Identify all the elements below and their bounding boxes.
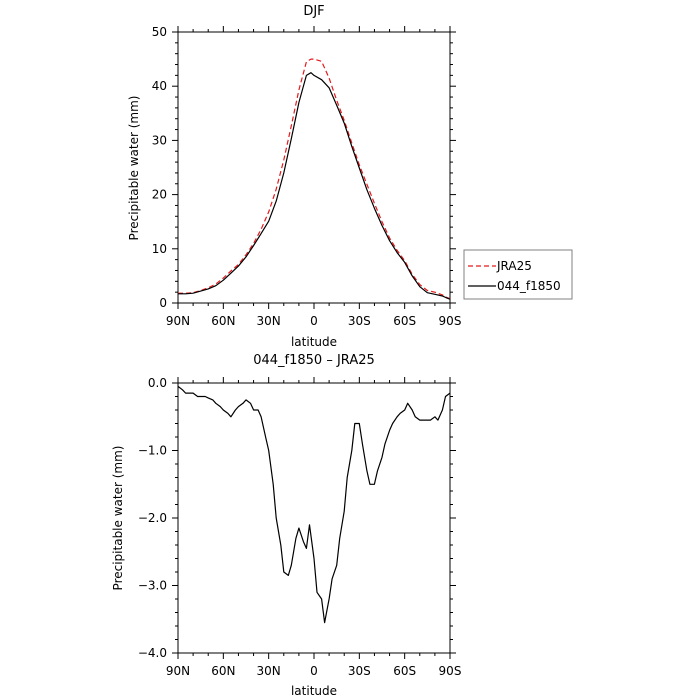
x-tick-label: 90N bbox=[166, 314, 190, 328]
y-tick-label: −1.0 bbox=[138, 444, 167, 458]
y-tick-label: 20 bbox=[152, 188, 167, 202]
y-axis-label: Precipitable water (mm) bbox=[127, 96, 141, 241]
plot-lines bbox=[178, 58, 451, 300]
x-tick-label: 90S bbox=[439, 314, 462, 328]
series-line-044_f1850 bbox=[178, 72, 451, 300]
legend: JRA25 044_f1850 bbox=[463, 249, 573, 300]
x-tick-label: 60S bbox=[393, 314, 416, 328]
y-tick-label: 10 bbox=[152, 242, 167, 256]
plot-frame bbox=[177, 382, 451, 654]
y-tick-label: 50 bbox=[152, 25, 167, 39]
y-tick-label: 30 bbox=[152, 133, 167, 147]
x-tick-label: 30N bbox=[257, 314, 281, 328]
x-tick-label: 60N bbox=[211, 664, 235, 678]
axis-ticks: 90N 60N 30N 0 30S 60S 90S 0 10 20 30 40 50 bbox=[152, 25, 462, 328]
series-line-jra25 bbox=[178, 58, 451, 300]
x-tick-label: 90S bbox=[439, 664, 462, 678]
x-tick-label: 30S bbox=[348, 314, 371, 328]
x-tick-label: 60S bbox=[393, 664, 416, 678]
x-tick-label: 0 bbox=[310, 664, 318, 678]
y-tick-label: 0.0 bbox=[148, 376, 167, 390]
y-tick-label: 0 bbox=[159, 296, 167, 310]
y-axis-label: Precipitable water (mm) bbox=[111, 446, 125, 591]
legend-box bbox=[463, 249, 573, 300]
x-tick-label: 30S bbox=[348, 664, 371, 678]
chart-title: 044_f1850 – JRA25 bbox=[253, 353, 375, 368]
plot-lines bbox=[177, 385, 451, 624]
y-tick-label: 40 bbox=[152, 79, 167, 93]
y-tick-label: −3.0 bbox=[138, 579, 167, 593]
y-tick-label: −2.0 bbox=[138, 511, 167, 525]
x-tick-label: 90N bbox=[166, 664, 190, 678]
chart-title: DJF bbox=[303, 4, 324, 19]
x-axis-label: latitude bbox=[291, 335, 337, 349]
chart-difference: 044_f1850 – JRA25 90N 60N 30N 0 30S 60S 90S 0.0… bbox=[111, 353, 461, 698]
x-tick-label: 30N bbox=[257, 664, 281, 678]
y-tick-label: −4.0 bbox=[138, 646, 167, 660]
x-tick-label: 60N bbox=[211, 314, 235, 328]
x-axis-label: latitude bbox=[291, 684, 337, 698]
series-line-044_f1850-jra25 bbox=[177, 385, 451, 624]
legend-label-044_f1850: 044_f1850 bbox=[497, 279, 561, 293]
axis-ticks: 90N 60N 30N 0 30S 60S 90S 0.0 −1.0 −2.0 −3.0 −4.0 bbox=[138, 376, 462, 678]
chart-djf: DJF 90N 60N 30N 0 30S 60S 90S 0 10 20 30 40 50 latit… bbox=[127, 4, 573, 349]
legend-label-jra25: JRA25 bbox=[496, 259, 532, 273]
plot-frame bbox=[177, 31, 451, 304]
x-tick-label: 0 bbox=[310, 314, 318, 328]
